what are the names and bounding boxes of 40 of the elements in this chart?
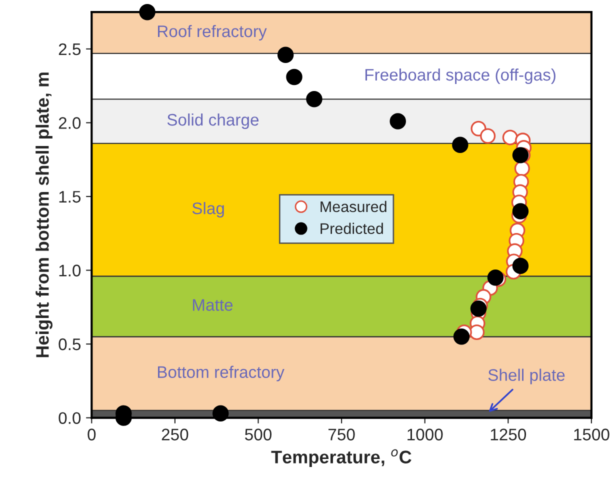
x-tick-label: 250 (162, 428, 188, 440)
point (512, 147, 529, 164)
point (212, 405, 229, 422)
band-label: Matte (192, 299, 233, 311)
band-label: Slag (192, 202, 224, 218)
y-tick-label: 2.5 (58, 43, 81, 56)
x-tick-label: 1500 (574, 428, 610, 440)
x-tick-label: 1000 (408, 428, 443, 440)
x-tick-label: 1250 (490, 428, 526, 440)
legend-label: Measured (320, 200, 386, 212)
point (452, 136, 468, 153)
y-tick-label: 0.0 (58, 412, 81, 424)
point (470, 300, 487, 317)
point (286, 68, 302, 86)
point (480, 128, 496, 144)
x-axis-title: Temperature, $^{o}$C (271, 449, 412, 468)
band-label: Solid charge (167, 113, 259, 130)
point (512, 203, 529, 220)
point (502, 130, 518, 146)
band-label: Bottom refractory (158, 366, 284, 382)
x-tick-label: 0 (88, 428, 96, 440)
point (306, 91, 322, 108)
point (512, 258, 529, 274)
band-label: Freeboard space (off-gas) (365, 68, 556, 84)
band-label: Roof refractory (158, 24, 267, 40)
point (277, 46, 294, 63)
y-tick-label: 1.5 (59, 191, 81, 203)
y-axis-title: Height from bottom shell plate, m (36, 72, 53, 358)
y-tick-label: 2.0 (58, 117, 81, 129)
x-tick-label: 500 (245, 428, 272, 440)
y-tick-label: 0.5 (58, 338, 81, 350)
band-label: Shell plate (488, 368, 565, 384)
point (390, 113, 406, 130)
point (487, 270, 504, 286)
legend-label: Predicted (320, 222, 383, 234)
point (469, 324, 485, 340)
point (453, 328, 470, 345)
y-tick-label: 1.0 (59, 264, 81, 276)
point (139, 4, 156, 20)
x-tick-label: 750 (328, 428, 355, 440)
